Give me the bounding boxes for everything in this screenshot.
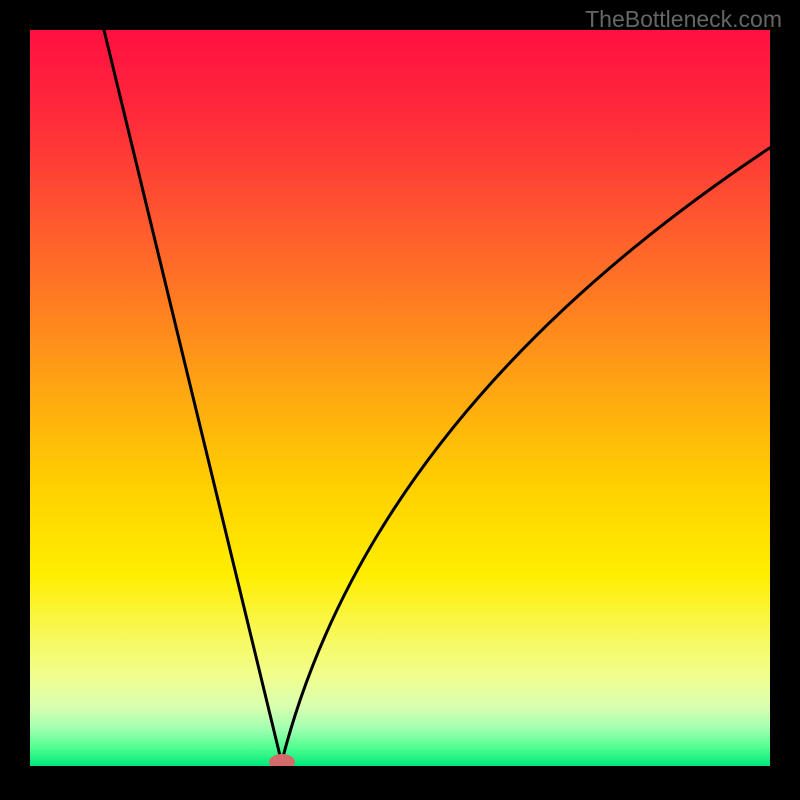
optimal-point-marker (269, 754, 295, 768)
watermark-text: TheBottleneck.com (585, 6, 782, 33)
chart-plot-area (30, 30, 770, 768)
bottleneck-curve (30, 30, 770, 766)
